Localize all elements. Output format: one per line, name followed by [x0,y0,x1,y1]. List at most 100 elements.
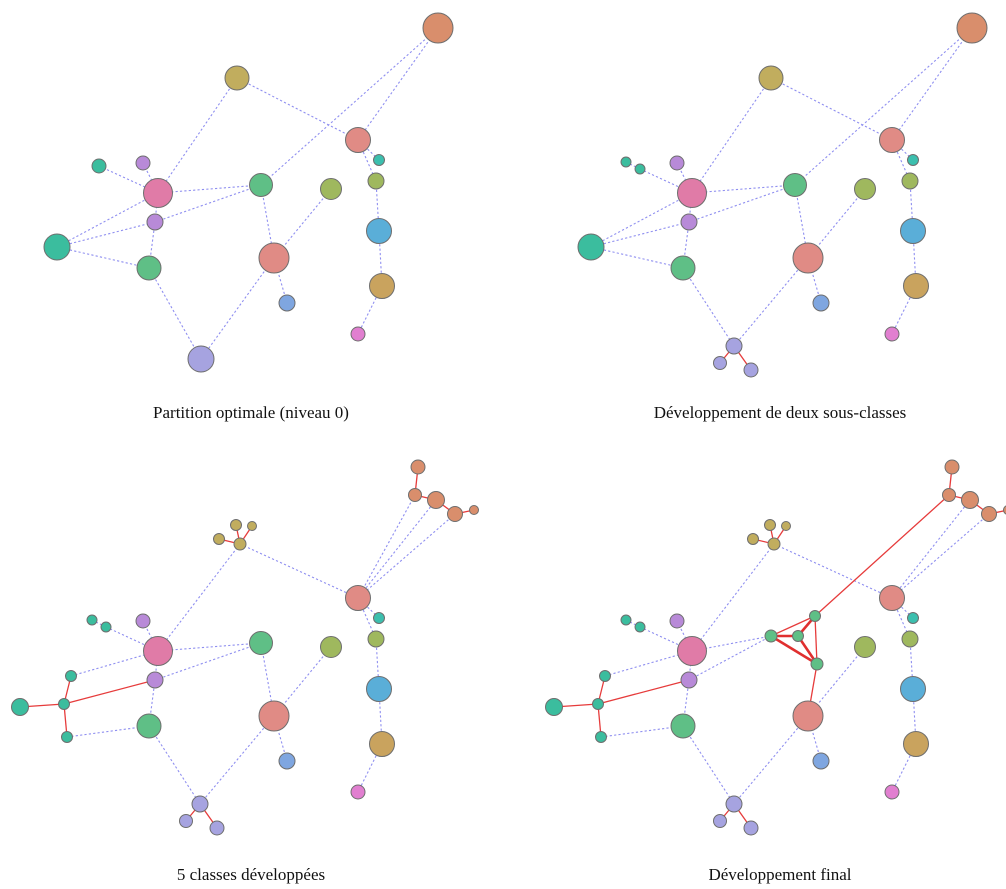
node-tB [545,698,563,716]
edge-salmon-corn [273,715,288,762]
nodes [545,459,1006,836]
node-periC [743,362,759,378]
edge-olD-salmonTop [239,543,359,599]
edge-olD-salmonTop [773,543,893,599]
node-periA [725,795,743,813]
node-green [249,631,273,655]
node-salmonTop [879,585,905,611]
nodes [577,12,988,378]
edge-tealB-pink [105,626,159,652]
node-green2 [670,255,696,281]
edge-teal-green2 [590,246,684,269]
node-oC [427,491,445,509]
node-oB [408,488,422,502]
node-lilacSm [669,613,685,629]
node-gB [792,630,804,642]
node-salmonTop [345,585,371,611]
node-oC [961,491,979,509]
node-lilac [146,671,164,689]
edge-green2-periA [682,267,735,347]
edge-green2-periA [148,725,201,805]
edge-teal-pink [56,192,159,248]
node-lilacSm [669,155,685,171]
edge-orange-salmonTop [891,27,973,141]
panel-p3 [11,459,479,836]
node-tC [592,698,604,710]
edge-pink-green [157,184,262,194]
node-olD [233,537,247,551]
red-edge-tC-lilac [597,679,690,705]
node-gA [809,610,821,622]
node-oE [469,505,479,515]
node-teal [43,233,71,261]
node-corn [278,752,296,770]
node-green2 [136,713,162,739]
edge-tD-green2 [66,725,150,738]
edge-lilac-green2 [682,679,690,727]
node-lgreen [320,178,342,200]
node-tC [58,698,70,710]
node-corn [278,294,296,312]
caption-panel-2: Développement de deux sous-classes [654,403,907,422]
caption-panel-1: Partition optimale (niveau 0) [153,403,349,422]
node-gC [764,629,778,643]
edge-orange-green [794,27,973,186]
edge-periA-salmon [733,257,809,347]
node-tealB [634,621,646,633]
node-olC [213,533,225,545]
node-pink [677,178,707,208]
node-tan [369,731,395,757]
edge-green2-peri [148,267,202,360]
node-olive2 [901,630,919,648]
node-gD [810,657,824,671]
edge-salmon-corn [807,257,822,304]
node-tA [65,670,77,682]
node-teal [577,233,605,261]
node-oA [410,459,426,475]
node-tealDot [373,154,385,166]
node-tealSm [91,158,107,174]
node-magenta [350,784,366,800]
edge-oD-salmonTop [357,513,456,599]
node-tealA [620,614,632,626]
node-oA [944,459,960,475]
node-tA [599,670,611,682]
node-periA [725,337,743,355]
red-edge-gA-gD [814,615,818,665]
node-magenta [350,326,366,342]
edge-teal-green2 [56,246,150,269]
edge-olD-pink [691,543,775,652]
edge-lilac-green [154,642,262,681]
node-oD [981,506,997,522]
edge-lilac-green2 [148,221,156,269]
edge-teal-lilac [590,221,690,248]
edge-periA-salmon [199,715,275,805]
edge-lilac-green2 [148,679,156,727]
edge-oC-salmonTop [891,499,971,599]
node-salmon [792,700,824,732]
node-green [783,173,807,197]
node-green [249,173,273,197]
node-pink [143,636,173,666]
panel-p1 [43,12,454,373]
node-pink [143,178,173,208]
node-periC [743,820,759,836]
node-blue [900,676,926,702]
node-lilacSm [135,613,151,629]
node-corn [812,752,830,770]
edge-salmon-corn [273,257,288,304]
node-oB [942,488,956,502]
node-periC [209,820,225,836]
edge-lilac-green2 [682,221,690,269]
node-periB [713,356,727,370]
node-orange [422,12,454,44]
node-corn [812,294,830,312]
edge-salmon-corn [807,715,822,762]
node-periB [713,814,727,828]
caption-panel-4: Développement final [708,865,851,884]
edge-olive-pink [691,77,772,194]
edge-olive-pink [157,77,238,194]
node-tD [61,731,73,743]
node-tealDot [907,612,919,624]
red-edge-gA-gC [770,615,816,637]
